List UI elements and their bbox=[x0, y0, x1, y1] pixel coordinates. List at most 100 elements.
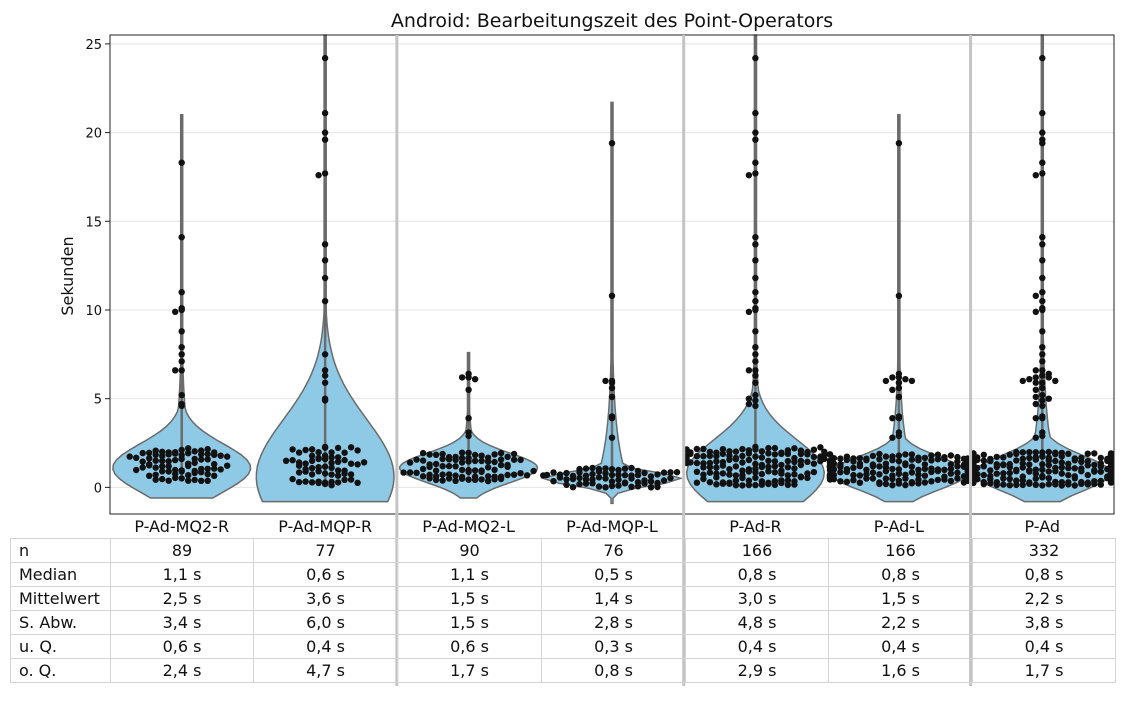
data-point bbox=[1032, 172, 1040, 179]
stats-cell: 1,7 s bbox=[972, 658, 1116, 683]
data-point bbox=[889, 374, 896, 381]
data-point bbox=[934, 476, 942, 484]
stats-cell: 0,8 s bbox=[972, 562, 1116, 587]
data-point bbox=[321, 470, 329, 477]
data-point bbox=[752, 481, 759, 489]
data-point bbox=[321, 136, 329, 143]
data-point bbox=[628, 464, 635, 472]
data-point bbox=[458, 459, 466, 466]
data-point bbox=[445, 456, 453, 463]
data-point bbox=[172, 450, 179, 457]
data-point bbox=[341, 456, 348, 464]
data-point bbox=[321, 444, 329, 451]
data-point bbox=[1045, 448, 1053, 456]
data-point bbox=[837, 469, 844, 476]
data-point bbox=[693, 453, 701, 460]
data-point bbox=[628, 483, 635, 490]
data-point bbox=[550, 478, 557, 485]
data-point bbox=[771, 458, 779, 465]
data-point bbox=[726, 448, 733, 455]
data-point bbox=[465, 415, 472, 422]
data-point bbox=[540, 472, 547, 479]
data-point bbox=[1039, 241, 1046, 248]
data-point bbox=[921, 461, 929, 468]
data-point bbox=[491, 466, 498, 473]
x-tick-label: P-Ad-L bbox=[874, 517, 924, 536]
data-point bbox=[1026, 480, 1033, 487]
data-point bbox=[224, 462, 231, 469]
stats-row-label: Median bbox=[10, 562, 111, 587]
data-point bbox=[595, 474, 603, 481]
data-point bbox=[321, 351, 329, 358]
data-point bbox=[1058, 459, 1066, 466]
stats-cell: 332 bbox=[972, 538, 1116, 563]
data-point bbox=[876, 480, 883, 488]
data-point bbox=[1071, 475, 1079, 482]
data-point bbox=[706, 463, 714, 471]
data-point bbox=[739, 452, 746, 460]
data-point bbox=[432, 476, 440, 484]
data-point bbox=[152, 451, 159, 459]
data-point bbox=[882, 475, 890, 482]
data-point bbox=[602, 475, 609, 482]
data-point bbox=[765, 450, 772, 457]
data-point bbox=[895, 432, 903, 440]
data-point bbox=[458, 449, 466, 456]
stats-cell: 3,4 s bbox=[110, 610, 254, 635]
data-point bbox=[647, 478, 655, 485]
data-point bbox=[719, 446, 727, 453]
stats-cell: 4,8 s bbox=[685, 610, 829, 635]
data-point bbox=[178, 402, 185, 409]
data-point bbox=[1000, 461, 1007, 469]
data-point bbox=[1006, 469, 1013, 477]
data-point bbox=[758, 448, 766, 455]
data-point bbox=[419, 449, 427, 457]
data-point bbox=[706, 452, 714, 460]
data-point bbox=[667, 474, 674, 482]
data-point bbox=[321, 480, 329, 488]
data-point bbox=[452, 456, 459, 464]
data-point bbox=[1045, 374, 1053, 381]
data-point bbox=[1052, 451, 1059, 458]
data-point bbox=[497, 475, 505, 483]
data-point bbox=[758, 463, 766, 471]
data-point bbox=[354, 479, 361, 486]
data-point bbox=[1084, 471, 1092, 479]
data-point bbox=[1026, 376, 1033, 383]
data-point bbox=[941, 466, 948, 473]
data-point bbox=[419, 473, 427, 480]
data-point bbox=[1039, 257, 1046, 264]
stats-row: o. Q. 2,4 s 4,7 s 1,7 s 0,8 s 2,9 s 1,6 s 1,7 s bbox=[10, 658, 1116, 683]
data-point bbox=[178, 468, 185, 475]
data-point bbox=[850, 477, 857, 484]
data-point bbox=[1084, 462, 1092, 469]
data-point bbox=[1039, 466, 1046, 473]
data-point bbox=[133, 454, 140, 461]
data-point bbox=[152, 476, 159, 483]
y-axis-ticks: 0 5 10 15 20 25 bbox=[85, 38, 110, 496]
data-point bbox=[745, 456, 753, 464]
data-point bbox=[902, 451, 909, 458]
data-point bbox=[804, 470, 811, 477]
data-point bbox=[178, 446, 185, 454]
data-point bbox=[889, 457, 896, 464]
data-point bbox=[889, 465, 896, 473]
data-point bbox=[178, 289, 185, 296]
data-point bbox=[791, 458, 798, 466]
data-point bbox=[804, 451, 811, 458]
data-point bbox=[882, 480, 890, 488]
data-point bbox=[706, 469, 714, 476]
data-point bbox=[1032, 393, 1040, 401]
data-point bbox=[752, 129, 759, 136]
stats-cell: 1,1 s bbox=[110, 562, 254, 587]
data-point bbox=[673, 469, 681, 476]
stats-cell: 0,8 s bbox=[828, 562, 973, 587]
stats-row-label: u. Q. bbox=[10, 634, 111, 659]
data-point bbox=[315, 468, 322, 475]
stats-cell: 1,5 s bbox=[397, 610, 542, 635]
data-point bbox=[797, 474, 805, 481]
data-point bbox=[752, 446, 759, 453]
data-point bbox=[198, 477, 205, 484]
data-point bbox=[1065, 450, 1072, 457]
